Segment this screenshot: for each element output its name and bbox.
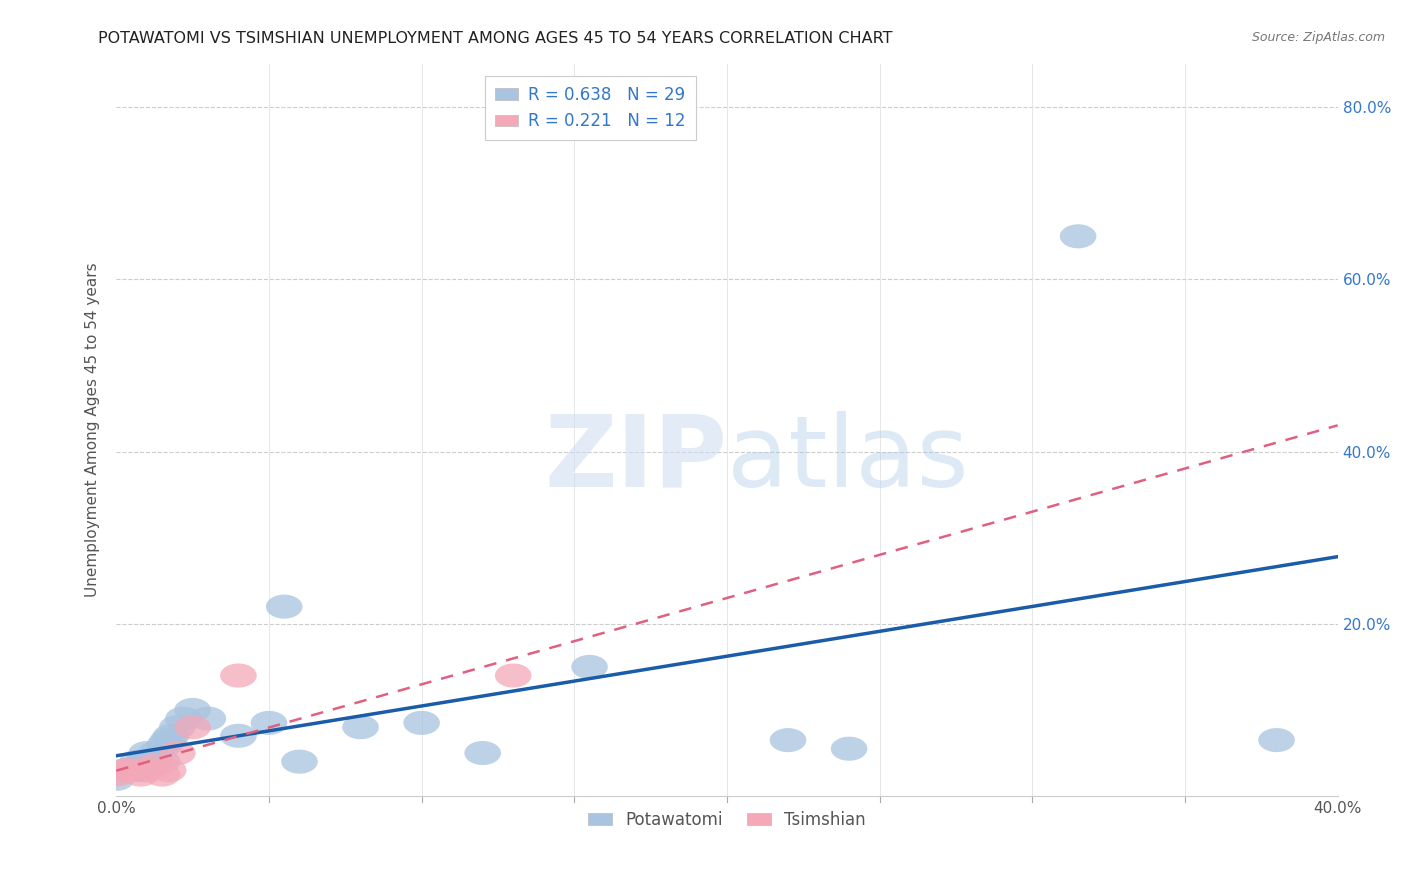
Ellipse shape <box>98 767 135 791</box>
Ellipse shape <box>769 728 807 752</box>
Ellipse shape <box>135 754 172 778</box>
Ellipse shape <box>165 706 202 731</box>
Ellipse shape <box>174 715 211 739</box>
Ellipse shape <box>150 758 187 782</box>
Ellipse shape <box>159 715 195 739</box>
Text: ZIP: ZIP <box>544 411 727 508</box>
Ellipse shape <box>122 758 159 782</box>
Ellipse shape <box>135 749 172 773</box>
Ellipse shape <box>174 698 211 722</box>
Ellipse shape <box>266 595 302 619</box>
Ellipse shape <box>125 749 162 773</box>
Ellipse shape <box>150 728 187 752</box>
Ellipse shape <box>128 758 165 782</box>
Ellipse shape <box>221 723 257 747</box>
Y-axis label: Unemployment Among Ages 45 to 54 years: Unemployment Among Ages 45 to 54 years <box>86 263 100 598</box>
Ellipse shape <box>571 655 607 679</box>
Ellipse shape <box>281 749 318 773</box>
Ellipse shape <box>107 758 143 782</box>
Ellipse shape <box>114 758 150 782</box>
Ellipse shape <box>98 763 135 787</box>
Ellipse shape <box>153 723 190 747</box>
Ellipse shape <box>831 737 868 761</box>
Ellipse shape <box>120 749 156 773</box>
Ellipse shape <box>159 741 195 765</box>
Ellipse shape <box>495 664 531 688</box>
Ellipse shape <box>107 758 143 782</box>
Legend: Potawatomi, Tsimshian: Potawatomi, Tsimshian <box>582 804 872 835</box>
Ellipse shape <box>250 711 287 735</box>
Ellipse shape <box>464 741 501 765</box>
Ellipse shape <box>138 741 174 765</box>
Ellipse shape <box>1060 224 1097 248</box>
Ellipse shape <box>146 732 183 756</box>
Ellipse shape <box>190 706 226 731</box>
Ellipse shape <box>143 749 180 773</box>
Text: Source: ZipAtlas.com: Source: ZipAtlas.com <box>1251 31 1385 45</box>
Ellipse shape <box>404 711 440 735</box>
Ellipse shape <box>128 741 165 765</box>
Ellipse shape <box>342 715 378 739</box>
Ellipse shape <box>1258 728 1295 752</box>
Ellipse shape <box>114 758 150 782</box>
Ellipse shape <box>221 664 257 688</box>
Ellipse shape <box>143 763 180 787</box>
Text: atlas: atlas <box>727 411 969 508</box>
Text: POTAWATOMI VS TSIMSHIAN UNEMPLOYMENT AMONG AGES 45 TO 54 YEARS CORRELATION CHART: POTAWATOMI VS TSIMSHIAN UNEMPLOYMENT AMO… <box>98 31 893 46</box>
Ellipse shape <box>122 763 159 787</box>
